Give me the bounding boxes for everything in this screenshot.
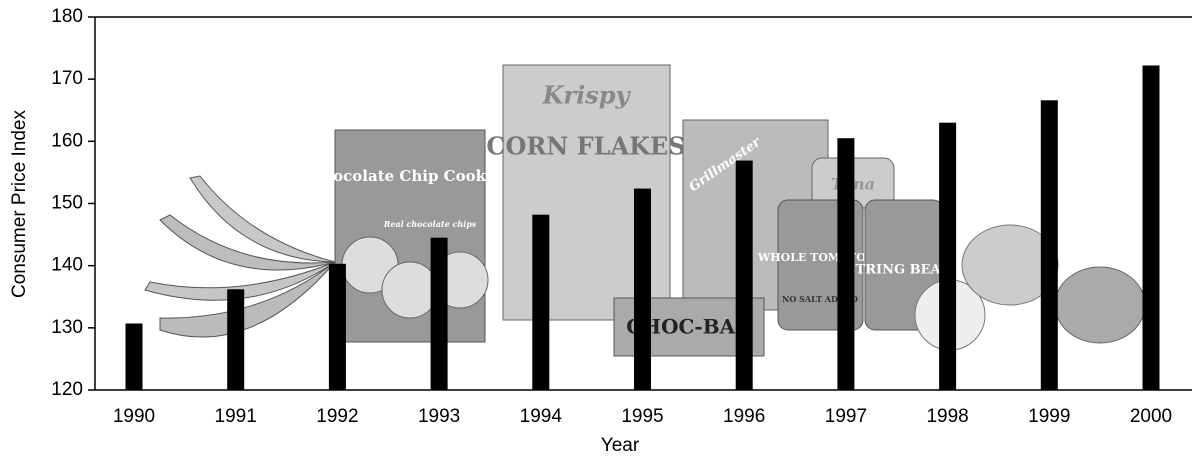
y-tick-label: 170: [51, 68, 83, 89]
x-tick-label: 2000: [1130, 406, 1172, 427]
page: {"chart_data": {"type": "bar", "x_label"…: [0, 0, 1192, 459]
x-tick-label: 1990: [113, 406, 155, 427]
bar: [329, 264, 346, 390]
annotation: Real chocolate chips: [383, 219, 477, 229]
x-tick-label: 1991: [215, 406, 257, 427]
x-tick-label: 1996: [723, 406, 765, 427]
x-tick-label: 1998: [926, 406, 968, 427]
x-tick-label: 1994: [520, 406, 563, 427]
bar: [736, 161, 753, 390]
x-axis-title: Year: [601, 435, 640, 456]
x-tick-label: 1995: [621, 406, 663, 427]
bar: [1143, 65, 1160, 390]
y-tick-label: 150: [51, 193, 83, 214]
bar: [532, 215, 549, 390]
bar: [837, 138, 854, 390]
x-tick-label: 1997: [825, 406, 867, 427]
grapes: [1055, 267, 1145, 343]
x-tick-label: 1993: [418, 406, 460, 427]
bar: [126, 323, 143, 390]
y-tick-label: 120: [51, 379, 83, 400]
bar: [634, 189, 651, 390]
bar: [1041, 100, 1058, 390]
x-tick-label: 1992: [316, 406, 358, 427]
cookie: [382, 262, 438, 318]
bar: [227, 289, 244, 390]
x-tick-label: 1999: [1028, 406, 1070, 427]
annotation: Krispy: [542, 81, 632, 110]
y-tick-label: 180: [51, 6, 83, 27]
bar: [939, 123, 956, 390]
annotation: CORN FLAKES: [486, 132, 685, 161]
annotation: Chocolate Chip Cookies: [310, 167, 509, 185]
bar: [431, 238, 448, 390]
y-tick-label: 130: [51, 317, 83, 338]
y-tick-label: 140: [51, 255, 83, 276]
y-axis-title: Consumer Price Index: [9, 110, 30, 298]
y-tick-label: 160: [51, 130, 83, 151]
chart: Chocolate Chip Cookies Real chocolate ch…: [0, 0, 1192, 459]
